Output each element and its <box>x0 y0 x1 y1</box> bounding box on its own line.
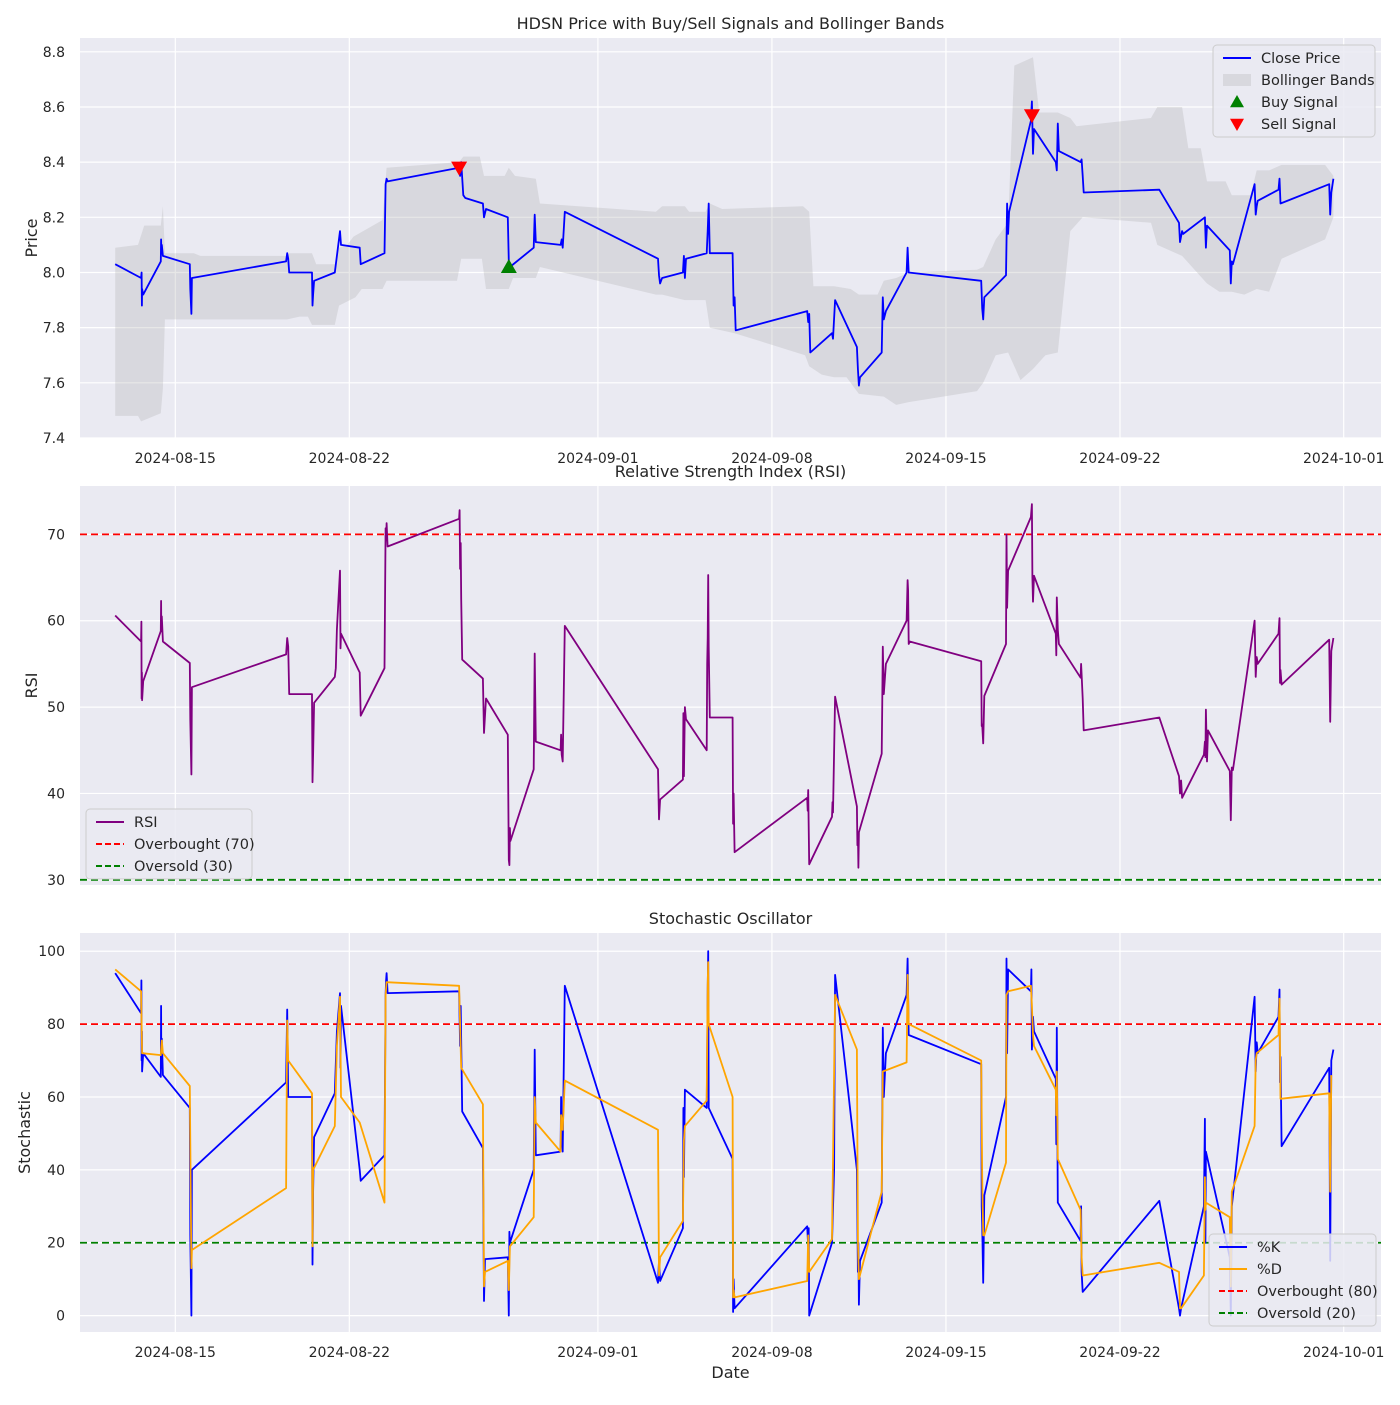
x-tick-label: 2024-08-22 <box>309 1345 390 1361</box>
buy-signal-marker <box>500 258 517 273</box>
legend-box <box>1212 44 1376 138</box>
legend-label: Oversold (20) <box>1257 1306 1356 1322</box>
y-axis-label: RSI <box>22 673 41 699</box>
y-tick-label: 50 <box>47 700 65 716</box>
sell-signal-marker <box>1023 109 1040 124</box>
panel-title: HDSN Price with Buy/Sell Signals and Bol… <box>517 14 945 33</box>
rsi-panel: 30 40 50 60 70 Relative Strength Index (RSI) R… <box>22 462 1381 889</box>
y-tick-label: 100 <box>38 944 65 960</box>
bollinger-band <box>115 57 1334 422</box>
legend-box <box>1208 1233 1377 1327</box>
x-tick-label: 2024-09-08 <box>731 451 812 467</box>
plot-area <box>80 933 1381 1332</box>
plot-content <box>114 57 1335 422</box>
x-tick-label: 2024-09-15 <box>905 1345 986 1361</box>
legend-label: Close Price <box>1261 51 1341 67</box>
legend: Close Price Bollinger Bands Buy Signal Sell… <box>1212 44 1376 138</box>
panel-title: Relative Strength Index (RSI) <box>615 462 847 481</box>
x-tick-label: 2024-09-01 <box>557 1345 638 1361</box>
y-tick-label: 60 <box>47 1090 65 1106</box>
y-tick-label: 40 <box>47 1163 65 1179</box>
legend-label: Buy Signal <box>1261 95 1338 111</box>
x-tick-label: 2024-09-08 <box>731 1345 812 1361</box>
x-tick-label: 2024-09-22 <box>1079 451 1160 467</box>
y-tick-label: 30 <box>47 873 65 889</box>
x-tick-label: 2024-08-15 <box>135 451 216 467</box>
legend-label: Sell Signal <box>1261 117 1336 133</box>
plot-content <box>80 950 1381 1317</box>
legend: %K %D Overbought (80) Oversold (20) <box>1208 1233 1378 1327</box>
y-axis-label: Stochastic <box>15 1091 34 1174</box>
y-tick-label: 0 <box>56 1309 65 1325</box>
stochastic-panel: 2024-08-15 2024-08-22 2024-09-01 2024-09-08… <box>15 909 1384 1382</box>
legend-label: Overbought (70) <box>134 837 255 853</box>
x-tick-label: 2024-09-01 <box>557 451 638 467</box>
y-tick-label: 7.8 <box>43 321 65 337</box>
y-tick-label: 20 <box>47 1236 65 1252</box>
y-tick-label: 60 <box>47 614 65 630</box>
plot-area <box>80 486 1381 885</box>
y-axis-label: Price <box>22 218 41 257</box>
x-axis-label: Date <box>711 1363 749 1382</box>
legend-swatch-marker <box>1230 118 1244 131</box>
legend-box <box>85 808 253 880</box>
y-tick-label: 70 <box>47 527 65 543</box>
x-tick-label: 2024-08-15 <box>135 1345 216 1361</box>
y-tick-label: 7.6 <box>43 376 65 392</box>
y-tick-label: 8.4 <box>43 155 65 171</box>
y-tick-label: 8.8 <box>43 45 65 61</box>
legend: RSI Overbought (70) Oversold (30) <box>85 808 255 880</box>
y-tick-label: 8.6 <box>43 100 65 116</box>
legend-label: %K <box>1257 1240 1281 1256</box>
plot-content <box>80 503 1381 881</box>
legend-swatch-marker <box>1230 95 1244 108</box>
legend-label: %D <box>1257 1262 1282 1278</box>
x-tick-label: 2024-10-01 <box>1303 451 1384 467</box>
y-tick-label: 8.0 <box>43 265 65 281</box>
legend-label: Oversold (30) <box>134 859 233 875</box>
y-tick-label: 7.4 <box>43 431 65 447</box>
x-tick-label: 2024-09-15 <box>905 451 986 467</box>
legend-label: Bollinger Bands <box>1261 73 1375 89</box>
y-tick-label: 8.2 <box>43 210 65 226</box>
x-tick-label: 2024-08-22 <box>309 451 390 467</box>
close-price-line <box>114 100 1335 387</box>
x-tick-label: 2024-10-01 <box>1303 1345 1384 1361</box>
legend-label: Overbought (80) <box>1257 1284 1378 1300</box>
panel-title: Stochastic Oscillator <box>649 909 813 928</box>
x-tick-label: 2024-09-22 <box>1079 1345 1160 1361</box>
price-panel: 2024-08-15 2024-08-22 2024-09-01 2024-09-08… <box>22 14 1384 467</box>
y-tick-label: 80 <box>47 1017 65 1033</box>
rsi-line <box>114 503 1335 869</box>
sell-signal-marker <box>451 161 468 176</box>
d-line <box>114 961 1333 1310</box>
legend-label: RSI <box>134 815 158 831</box>
legend-swatch-band <box>1223 74 1251 86</box>
plot-area <box>80 38 1381 438</box>
y-tick-label: 40 <box>47 786 65 802</box>
